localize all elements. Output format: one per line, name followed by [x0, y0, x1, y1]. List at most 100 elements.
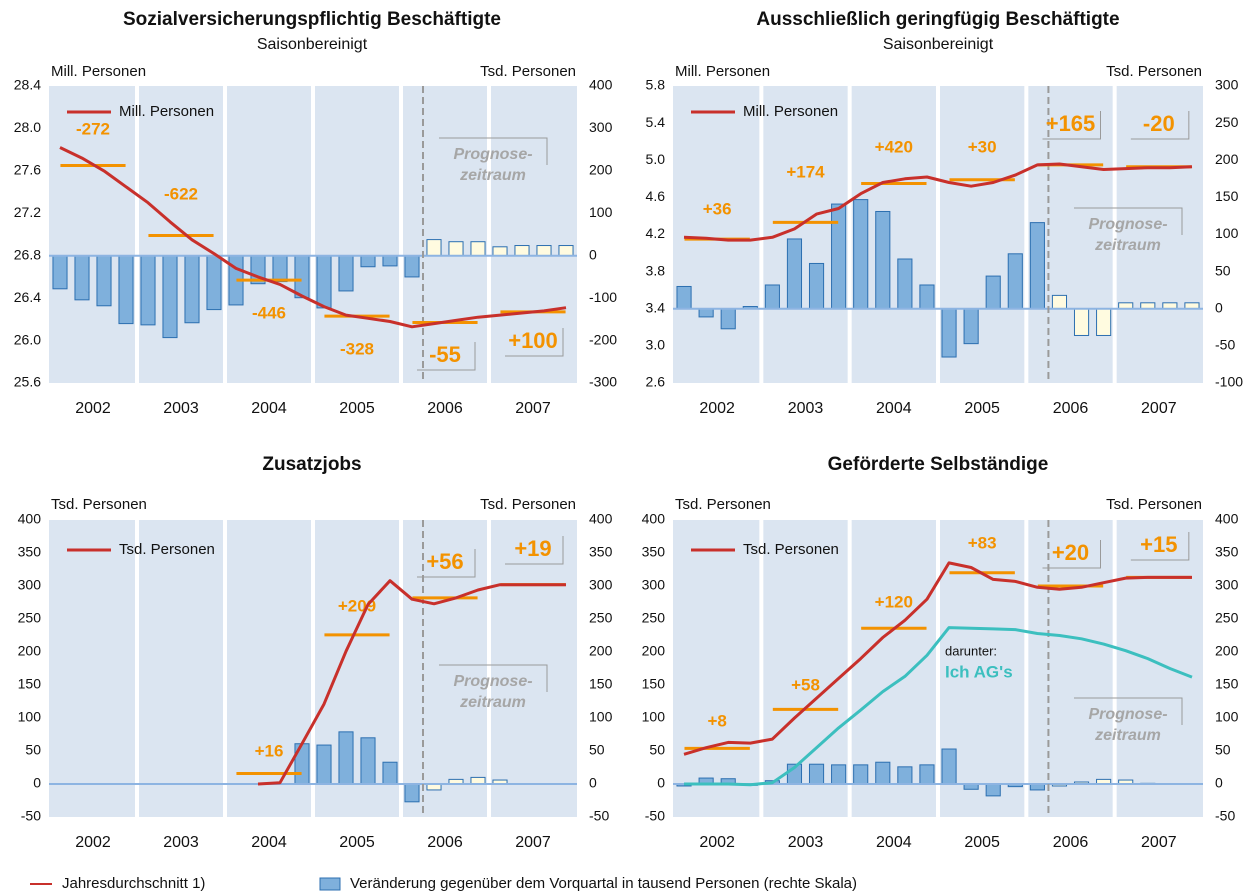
year-separator — [223, 520, 227, 817]
bar — [470, 241, 486, 257]
y2-tick-label: 50 — [1215, 742, 1231, 758]
y2-tick-label: -100 — [589, 289, 617, 305]
line — [683, 561, 1192, 756]
x-tick-label: 2002 — [75, 400, 111, 417]
y2-tick-label: 300 — [1215, 577, 1239, 593]
y-axis-label: Tsd. Personen — [51, 496, 147, 513]
year-separator — [399, 520, 403, 817]
bar — [985, 783, 1001, 797]
y2-tick-label: 0 — [589, 775, 597, 791]
y-tick-label: 100 — [642, 709, 666, 725]
bar — [514, 245, 530, 257]
bracket — [1074, 697, 1183, 725]
y2-tick-label: 250 — [1215, 610, 1239, 626]
bracket — [1042, 540, 1101, 569]
annotation: darunter: — [945, 643, 997, 658]
bar — [1073, 308, 1090, 336]
y-tick-label: 350 — [642, 544, 666, 560]
bar — [404, 255, 420, 278]
annual-change-label: +8 — [707, 711, 726, 730]
bar — [764, 284, 780, 310]
year-separator — [1112, 520, 1117, 817]
forecast-label: zeitraum — [1094, 237, 1161, 254]
bracket — [417, 342, 476, 371]
year-separator — [311, 86, 315, 383]
line — [684, 626, 1193, 787]
y-tick-label: 2.6 — [646, 374, 666, 390]
x-tick-label: 2006 — [1053, 400, 1089, 417]
bar — [786, 238, 803, 310]
bar — [118, 255, 134, 325]
forecast-label: Prognose- — [453, 673, 532, 690]
year-separator — [135, 520, 139, 817]
bar — [831, 764, 847, 785]
bar — [853, 764, 869, 785]
annual-change-label: +174 — [786, 162, 825, 181]
bar — [316, 255, 332, 309]
bar — [360, 255, 376, 268]
annual-change-label: +165 — [1046, 111, 1096, 136]
y-tick-label: 400 — [18, 511, 42, 527]
y2-axis-label: Tsd. Personen — [1106, 496, 1202, 513]
bar — [808, 763, 825, 785]
y2-tick-label: 250 — [1215, 114, 1239, 130]
legend-label: Tsd. Personen — [743, 541, 839, 558]
line — [257, 579, 566, 786]
x-tick-label: 2006 — [427, 834, 463, 851]
bar — [338, 731, 354, 785]
chart-title: Geförderte Selbständige — [828, 454, 1049, 475]
year-separator — [311, 520, 315, 817]
y-tick-label: -50 — [21, 808, 41, 824]
legend-swatch — [319, 877, 341, 891]
bracket — [417, 549, 476, 578]
bracket — [1042, 111, 1101, 140]
year-separator — [487, 86, 491, 383]
bar — [140, 255, 156, 326]
y2-tick-label: 200 — [1215, 151, 1239, 167]
year-separator — [135, 86, 139, 383]
y-tick-label: 350 — [18, 544, 42, 560]
bar — [294, 255, 310, 299]
bracket — [439, 664, 548, 692]
forecast-label: zeitraum — [459, 167, 526, 184]
forecast-label: zeitraum — [1094, 727, 1161, 744]
legend-label: Mill. Personen — [119, 103, 214, 120]
annual-change-label: -622 — [164, 184, 198, 203]
x-tick-label: 2004 — [876, 400, 912, 417]
bar — [941, 308, 957, 358]
y2-tick-label: -50 — [589, 808, 609, 824]
y-tick-label: 0 — [657, 775, 665, 791]
y-tick-label: 28.4 — [14, 77, 41, 93]
chart-title: Ausschließlich geringfügig Beschäftigte — [756, 9, 1119, 30]
y-tick-label: 27.6 — [14, 162, 41, 178]
y2-tick-label: 400 — [1215, 511, 1239, 527]
y2-axis-label: Tsd. Personen — [1106, 63, 1202, 80]
bar — [206, 255, 222, 311]
x-tick-label: 2007 — [1141, 400, 1177, 417]
annual-change-label: +36 — [703, 199, 732, 218]
y-tick-label: 100 — [18, 709, 42, 725]
y2-tick-label: 200 — [589, 162, 613, 178]
chart-title: Sozialversicherungspflichtig Beschäftigt… — [123, 9, 501, 30]
bar — [720, 308, 736, 330]
legend-label: Veränderung gegenüber dem Vorquartal in … — [350, 875, 857, 892]
annual-change-label: +30 — [968, 137, 997, 156]
annual-change-label: -55 — [429, 342, 461, 367]
year-separator — [936, 86, 940, 383]
y-tick-label: 5.8 — [646, 77, 666, 93]
y-tick-label: 27.2 — [14, 204, 41, 220]
y2-tick-label: 0 — [1215, 299, 1223, 315]
bar — [875, 761, 891, 785]
year-separator — [1024, 520, 1029, 817]
bar — [963, 308, 979, 345]
y2-tick-label: 300 — [589, 119, 613, 135]
y-tick-label: 5.0 — [646, 151, 666, 167]
bar — [1051, 294, 1068, 310]
bar — [272, 255, 288, 283]
x-tick-label: 2007 — [1141, 834, 1177, 851]
y2-tick-label: 200 — [589, 643, 613, 659]
bar — [382, 255, 398, 267]
bar — [897, 258, 913, 310]
x-tick-label: 2005 — [339, 400, 375, 417]
annual-change-label: +15 — [1140, 532, 1177, 557]
